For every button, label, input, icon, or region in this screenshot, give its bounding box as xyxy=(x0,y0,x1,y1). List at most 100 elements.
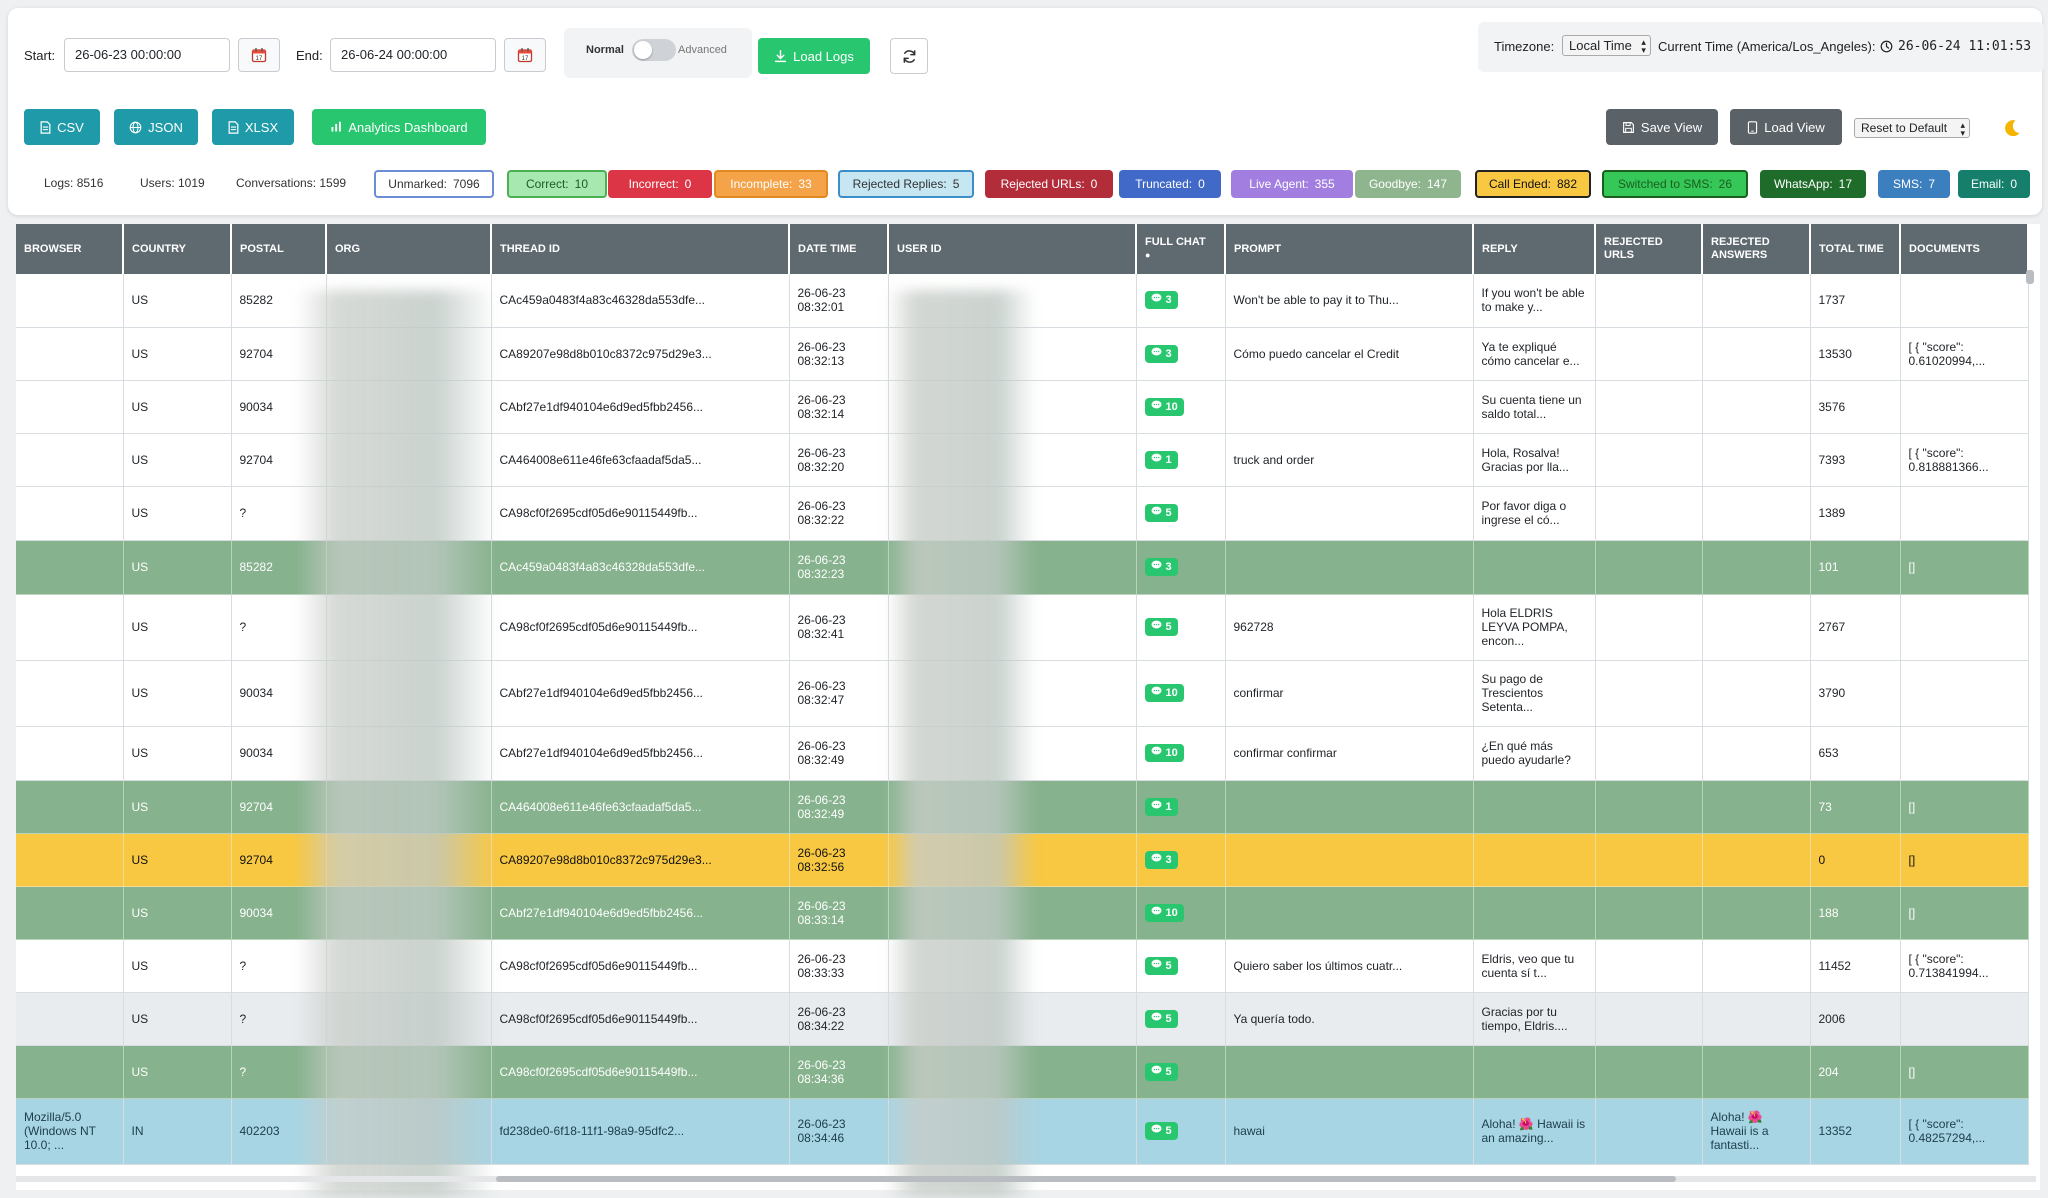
full-chat-button[interactable]: 5 xyxy=(1144,1062,1178,1081)
table-row[interactable]: US? CA98cf0f2695cdf05d6e90115449fb... 26-0… xyxy=(16,1045,2029,1099)
cell-docs: [] xyxy=(1900,833,2029,887)
cell-total: 13530 xyxy=(1810,327,1901,381)
mode-toggle[interactable] xyxy=(632,39,676,61)
table-row[interactable]: US? CA98cf0f2695cdf05d6e90115449fb... 26-0… xyxy=(16,992,2029,1046)
status-badge-truncated[interactable]: Truncated: 0 xyxy=(1119,170,1221,198)
thread-value: CAc459a0483f4a83c46328da553dfe... xyxy=(499,293,706,308)
table-row[interactable]: US 92704 CA89207e98d8b010c8372c975d29e3...… xyxy=(16,327,2029,381)
status-badge-live-agent[interactable]: Live Agent: 355 xyxy=(1231,170,1353,198)
table-row[interactable]: US 90034 CAbf27e1df940104e6d9ed5fbb2456...… xyxy=(16,726,2029,781)
table-row[interactable]: US 92704 CA464008e611e46fe63cfaadaf5da5...… xyxy=(16,780,2029,834)
column-header-postal[interactable]: POSTAL xyxy=(231,224,327,274)
cell-browser xyxy=(16,660,124,727)
cell-thread: CA98cf0f2695cdf05d6e90115449fb... xyxy=(491,992,790,1046)
status-badge-switched-to-sms[interactable]: Switched to SMS: 26 xyxy=(1602,170,1748,198)
full-chat-button[interactable]: 3 xyxy=(1144,291,1178,310)
column-header-user-id[interactable]: USER ID xyxy=(888,224,1137,274)
xlsx-export-button[interactable]: XLSX xyxy=(212,109,294,145)
status-badge-incomplete[interactable]: Incomplete: 33 xyxy=(714,170,828,198)
column-header-rejected-urls[interactable]: REJECTED URLS xyxy=(1595,224,1703,274)
table-row[interactable]: US 92704 CA464008e611e46fe63cfaadaf5da5...… xyxy=(16,433,2029,487)
column-header-reply[interactable]: REPLY xyxy=(1473,224,1596,274)
table-row[interactable]: US 92704 CA89207e98d8b010c8372c975d29e3...… xyxy=(16,833,2029,887)
horizontal-scrollbar[interactable] xyxy=(16,1176,2036,1182)
cell-postal: 92704 xyxy=(231,833,327,887)
cell-rans: Aloha! 🌺 Hawaii is a fantasti... xyxy=(1702,1098,1811,1165)
status-badge-goodbye[interactable]: Goodbye: 147 xyxy=(1355,170,1461,198)
column-header-full-chat[interactable]: FULL CHAT ● xyxy=(1136,224,1226,274)
column-header-rejected-answers[interactable]: REJECTED ANSWERS xyxy=(1702,224,1811,274)
total-value: 3576 xyxy=(1818,399,1846,414)
table-row[interactable]: Mozilla/5.0 (Windows NT 10.0; ... IN 40220… xyxy=(16,1098,2029,1165)
full-chat-button[interactable]: 10 xyxy=(1144,684,1184,702)
end-calendar-button[interactable]: 17 xyxy=(504,38,546,72)
full-chat-button[interactable]: 3 xyxy=(1144,344,1178,363)
full-chat-button[interactable]: 3 xyxy=(1144,850,1178,869)
refresh-button[interactable] xyxy=(890,38,928,74)
status-badge-call-ended[interactable]: Call Ended: 882 xyxy=(1475,170,1591,198)
table-row[interactable]: US? CA98cf0f2695cdf05d6e90115449fb... 26-0… xyxy=(16,486,2029,541)
full-chat-button[interactable]: 5 xyxy=(1144,1122,1178,1140)
status-badge-email[interactable]: Email: 0 xyxy=(1958,170,2030,198)
vertical-scrollbar[interactable] xyxy=(2026,270,2034,284)
end-date-input[interactable]: 26-06-24 00:00:00 xyxy=(330,38,496,72)
cell-total: 1389 xyxy=(1810,486,1901,541)
column-header-browser[interactable]: BROWSER xyxy=(16,224,124,274)
column-header-thread-id[interactable]: THREAD ID xyxy=(491,224,790,274)
total-value: 7393 xyxy=(1818,452,1846,467)
full-chat-button[interactable]: 10 xyxy=(1144,744,1184,762)
docs-value: [] xyxy=(1908,852,1916,867)
status-badge-rejected-urls[interactable]: Rejected URLs: 0 xyxy=(985,170,1113,198)
full-chat-button[interactable]: 10 xyxy=(1144,397,1184,416)
status-badge-sms[interactable]: SMS: 7 xyxy=(1878,170,1950,198)
csv-export-button[interactable]: CSV xyxy=(24,109,100,145)
chat-count: 10 xyxy=(1165,687,1178,699)
cell-full-chat: 5 xyxy=(1136,1098,1226,1165)
total-value: 101 xyxy=(1818,560,1839,574)
status-badge-unmarked[interactable]: Unmarked: 7096 xyxy=(374,170,494,198)
table-row[interactable]: US 85282 CAc459a0483f4a83c46328da553dfe...… xyxy=(16,540,2029,595)
cell-reply: Eldris, veo que tu cuenta sí t... xyxy=(1473,939,1596,993)
column-header-label: REJECTED URLS xyxy=(1604,236,1663,261)
badge-label: SMS: xyxy=(1892,177,1923,191)
load-logs-button[interactable]: Load Logs xyxy=(758,38,870,74)
column-header-total-time[interactable]: TOTAL TIME xyxy=(1810,224,1901,274)
table-row[interactable]: US 90034 CAbf27e1df940104e6d9ed5fbb2456...… xyxy=(16,886,2029,940)
cell-reply: ¿En qué más puedo ayudarle? xyxy=(1473,726,1596,781)
full-chat-button[interactable]: 1 xyxy=(1144,450,1178,469)
reset-view-select[interactable]: Reset to Default ▴ ▾ xyxy=(1854,118,1971,138)
full-chat-button[interactable]: 5 xyxy=(1144,956,1178,975)
full-chat-button[interactable]: 3 xyxy=(1144,558,1178,576)
horizontal-scroll-thumb[interactable] xyxy=(496,1176,1676,1182)
table-row[interactable]: US? CA98cf0f2695cdf05d6e90115449fb... 26-0… xyxy=(16,939,2029,993)
full-chat-button[interactable]: 5 xyxy=(1144,618,1178,636)
column-header-country[interactable]: COUNTRY xyxy=(123,224,232,274)
status-badge-incorrect[interactable]: Incorrect: 0 xyxy=(608,170,712,198)
full-chat-button[interactable]: 5 xyxy=(1144,504,1178,522)
column-header-documents[interactable]: DOCUMENTS xyxy=(1900,224,2029,274)
timezone-select[interactable]: Local Time ▴ ▾ xyxy=(1562,35,1651,56)
full-chat-button[interactable]: 1 xyxy=(1144,797,1178,816)
json-export-button[interactable]: JSON xyxy=(114,109,198,145)
table-row[interactable]: US 90034 CAbf27e1df940104e6d9ed5fbb2456...… xyxy=(16,380,2029,434)
status-badge-rejected-replies[interactable]: Rejected Replies: 5 xyxy=(838,170,974,198)
dark-mode-toggle[interactable] xyxy=(2000,116,2024,140)
column-header-org[interactable]: ORG xyxy=(326,224,492,274)
table-row[interactable]: US? CA98cf0f2695cdf05d6e90115449fb... 26-0… xyxy=(16,594,2029,661)
column-header-prompt[interactable]: PROMPT xyxy=(1225,224,1474,274)
load-view-button[interactable]: Load View xyxy=(1730,109,1842,145)
status-badge-whatsapp[interactable]: WhatsApp: 17 xyxy=(1760,170,1866,198)
full-chat-button[interactable]: 10 xyxy=(1144,903,1184,922)
start-calendar-button[interactable]: 17 xyxy=(238,38,280,72)
column-header-date-time[interactable]: DATE TIME xyxy=(789,224,889,274)
status-badge-correct[interactable]: Correct: 10 xyxy=(507,170,607,198)
cell-reply: Ya te expliqué cómo cancelar e... xyxy=(1473,327,1596,381)
full-chat-button[interactable]: 5 xyxy=(1144,1009,1178,1028)
table-row[interactable]: US 90034 CAbf27e1df940104e6d9ed5fbb2456...… xyxy=(16,660,2029,727)
start-date-input[interactable]: 26-06-23 00:00:00 xyxy=(64,38,230,72)
save-view-button[interactable]: Save View xyxy=(1606,109,1718,145)
cell-postal: ? xyxy=(231,939,327,993)
analytics-dashboard-button[interactable]: Analytics Dashboard xyxy=(312,109,486,145)
chat-bubble-icon xyxy=(1151,853,1162,867)
table-row[interactable]: US 85282 CAc459a0483f4a83c46328da553dfe...… xyxy=(16,274,2029,328)
